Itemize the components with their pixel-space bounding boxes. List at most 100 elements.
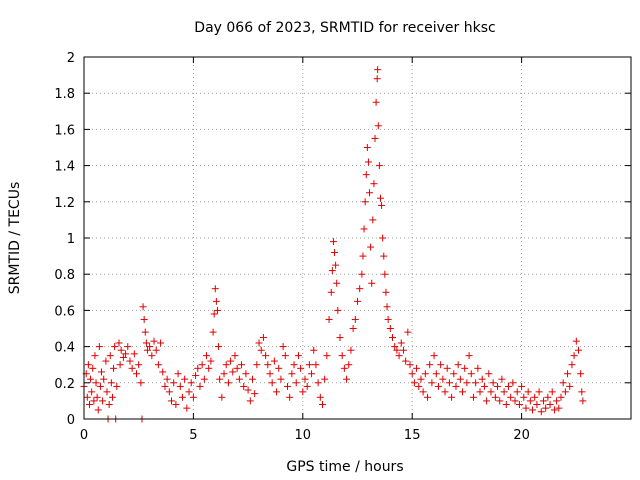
- data-point: [172, 401, 180, 409]
- data-point: [220, 370, 228, 378]
- y-tick-label: 0.4: [54, 341, 75, 356]
- data-point: [445, 379, 453, 387]
- data-point: [248, 375, 256, 383]
- data-point: [399, 346, 407, 354]
- data-point: [88, 388, 96, 396]
- data-point: [150, 337, 158, 345]
- data-point: [381, 270, 389, 278]
- data-point: [371, 134, 379, 142]
- y-tick-label: 1.8: [54, 87, 75, 102]
- data-point: [209, 328, 217, 336]
- data-point: [157, 339, 165, 347]
- data-point: [253, 361, 261, 369]
- data-point: [472, 379, 480, 387]
- data-point: [189, 393, 197, 401]
- data-point: [255, 339, 263, 347]
- data-point: [478, 375, 486, 383]
- data-point: [137, 379, 145, 387]
- data-point: [185, 388, 193, 396]
- data-point: [533, 401, 541, 409]
- data-point: [135, 361, 143, 369]
- y-axis-label: SRMTID / TECUs: [7, 182, 23, 295]
- y-tick-label: 1.6: [54, 123, 75, 138]
- axes: 00.20.40.60.811.21.41.61.820 5 10 15 20: [54, 51, 632, 443]
- data-point: [194, 364, 202, 372]
- data-point: [469, 393, 477, 401]
- data-point: [368, 279, 376, 287]
- data-point: [128, 364, 136, 372]
- data-point: [133, 370, 141, 378]
- data-point: [397, 339, 405, 347]
- data-point: [404, 328, 412, 336]
- data-point: [91, 352, 99, 360]
- data-point: [391, 343, 399, 351]
- data-point: [334, 306, 342, 314]
- data-point: [299, 388, 307, 396]
- data-point: [465, 352, 473, 360]
- data-point: [316, 393, 324, 401]
- data-point: [231, 352, 239, 360]
- data-point: [535, 388, 543, 396]
- data-point: [203, 352, 211, 360]
- data-point: [211, 285, 219, 293]
- data-point: [366, 189, 374, 197]
- data-point: [372, 98, 380, 106]
- data-point: [489, 379, 497, 387]
- data-point: [474, 364, 482, 372]
- data-point: [92, 379, 100, 387]
- data-point: [275, 364, 283, 372]
- y-tick-label: 0: [67, 413, 75, 428]
- data-point: [511, 397, 519, 405]
- data-point: [572, 337, 580, 345]
- data-point: [117, 346, 125, 354]
- data-point: [548, 388, 556, 396]
- data-point: [273, 388, 281, 396]
- chart-title: Day 066 of 2023, SRMTID for receiver hks…: [194, 20, 495, 36]
- data-point: [570, 352, 578, 360]
- data-point: [333, 279, 341, 287]
- data-point: [94, 406, 102, 414]
- data-point: [574, 346, 582, 354]
- data-point: [161, 382, 169, 390]
- data-point: [376, 194, 384, 202]
- data-point: [227, 357, 235, 365]
- data-point: [290, 361, 298, 369]
- data-point: [143, 346, 151, 354]
- data-point: [130, 350, 138, 358]
- data-point: [318, 401, 326, 409]
- data-point: [428, 379, 436, 387]
- data-point: [467, 370, 475, 378]
- data-point: [207, 357, 215, 365]
- data-point: [354, 297, 361, 305]
- data-point: [537, 408, 545, 416]
- data-point: [487, 388, 495, 396]
- data-point: [375, 162, 383, 170]
- data-point: [85, 401, 93, 409]
- data-point: [246, 397, 254, 405]
- data-point: [491, 393, 499, 401]
- data-point: [303, 382, 311, 390]
- data-point: [347, 346, 355, 354]
- data-point: [441, 388, 449, 396]
- data-point: [343, 375, 351, 383]
- data-point: [382, 288, 390, 296]
- data-point: [383, 303, 391, 311]
- data-point: [288, 370, 296, 378]
- data-point: [146, 343, 154, 351]
- data-point: [116, 361, 124, 369]
- data-point: [270, 357, 278, 365]
- data-point: [374, 66, 382, 74]
- data-point: [115, 339, 123, 347]
- data-point: [106, 352, 114, 360]
- data-point: [410, 379, 418, 387]
- data-point: [518, 382, 526, 390]
- data-point: [360, 225, 368, 233]
- data-point: [432, 370, 440, 378]
- data-point: [327, 288, 335, 296]
- data-point: [345, 361, 353, 369]
- data-point: [142, 339, 150, 347]
- data-point: [122, 350, 130, 358]
- data-point: [566, 382, 574, 390]
- data-point: [90, 397, 98, 405]
- data-point: [421, 370, 429, 378]
